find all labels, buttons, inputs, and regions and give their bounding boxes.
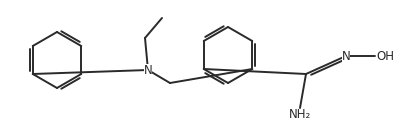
Text: OH: OH <box>376 50 394 63</box>
Text: N: N <box>342 50 350 63</box>
Text: N: N <box>144 63 152 77</box>
Text: NH₂: NH₂ <box>289 109 311 122</box>
